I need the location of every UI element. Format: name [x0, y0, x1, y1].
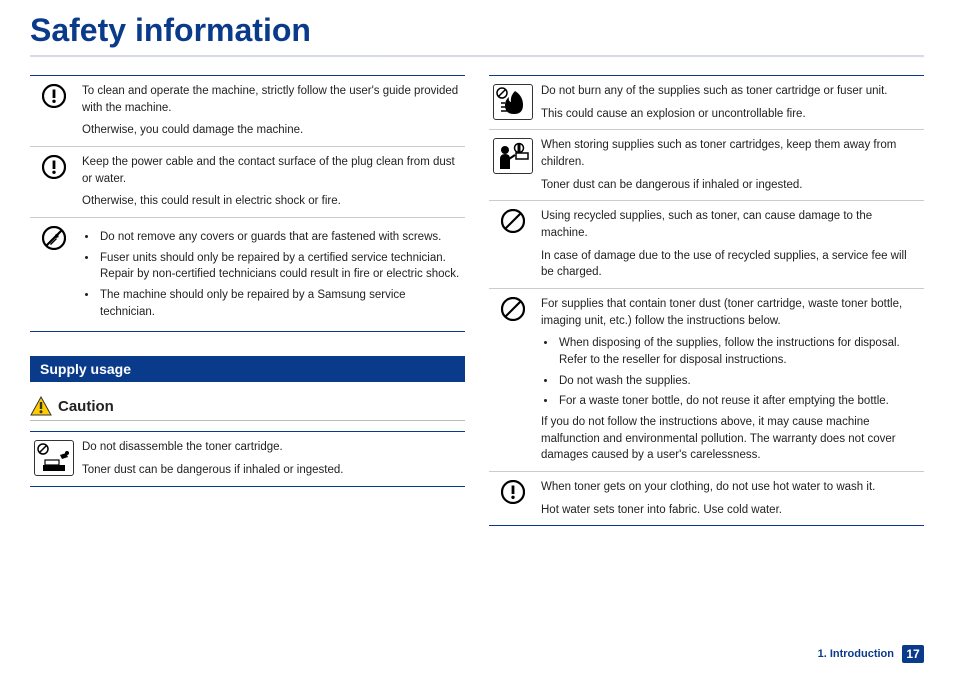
- ban-icon: [501, 297, 525, 321]
- page-title: Safety information: [30, 12, 924, 57]
- exclamation-icon: [42, 155, 66, 179]
- cell-text: When storing supplies such as toner cart…: [537, 130, 924, 201]
- keep-from-children-icon: [493, 138, 533, 174]
- table-row: Keep the power cable and the contact sur…: [30, 147, 465, 218]
- content-columns: To clean and operate the machine, strict…: [30, 75, 924, 526]
- caution-icon: [30, 396, 52, 416]
- table-row: Do not burn any of the supplies such as …: [489, 76, 924, 130]
- cell-text: Using recycled supplies, such as toner, …: [537, 201, 924, 289]
- fire-icon: [493, 84, 533, 120]
- exclamation-icon: [42, 84, 66, 108]
- section-bar-supply-usage: Supply usage: [30, 356, 465, 382]
- cell-text: For supplies that contain toner dust (to…: [537, 289, 924, 472]
- table-row: When toner gets on your clothing, do not…: [489, 472, 924, 526]
- exclamation-icon: [501, 480, 525, 504]
- left-column: To clean and operate the machine, strict…: [30, 75, 465, 526]
- ban-wrench-icon: [42, 226, 66, 250]
- page-footer: 1. Introduction 17: [818, 645, 924, 663]
- left-top-table: To clean and operate the machine, strict…: [30, 75, 465, 332]
- footer-chapter: 1. Introduction: [818, 648, 894, 660]
- ban-icon: [501, 209, 525, 233]
- right-table: Do not burn any of the supplies such as …: [489, 75, 924, 526]
- cell-text: Do not disassemble the toner cartridge. …: [78, 432, 465, 486]
- table-row: To clean and operate the machine, strict…: [30, 76, 465, 147]
- table-row: For supplies that contain toner dust (to…: [489, 289, 924, 472]
- cell-text: To clean and operate the machine, strict…: [78, 76, 465, 147]
- cell-text: Keep the power cable and the contact sur…: [78, 147, 465, 218]
- toner-disassemble-icon: [34, 440, 74, 476]
- cell-text: When toner gets on your clothing, do not…: [537, 472, 924, 526]
- table-row: When storing supplies such as toner cart…: [489, 130, 924, 201]
- footer-page-number: 17: [902, 645, 924, 663]
- table-row: Using recycled supplies, such as toner, …: [489, 201, 924, 289]
- table-row: Do not remove any covers or guards that …: [30, 218, 465, 332]
- caution-heading: Caution: [30, 396, 465, 421]
- table-row: Do not disassemble the toner cartridge. …: [30, 432, 465, 486]
- left-bottom-table: Do not disassemble the toner cartridge. …: [30, 431, 465, 486]
- caution-label: Caution: [58, 398, 114, 415]
- cell-text: Do not remove any covers or guards that …: [78, 218, 465, 332]
- cell-text: Do not burn any of the supplies such as …: [537, 76, 924, 130]
- right-column: Do not burn any of the supplies such as …: [489, 75, 924, 526]
